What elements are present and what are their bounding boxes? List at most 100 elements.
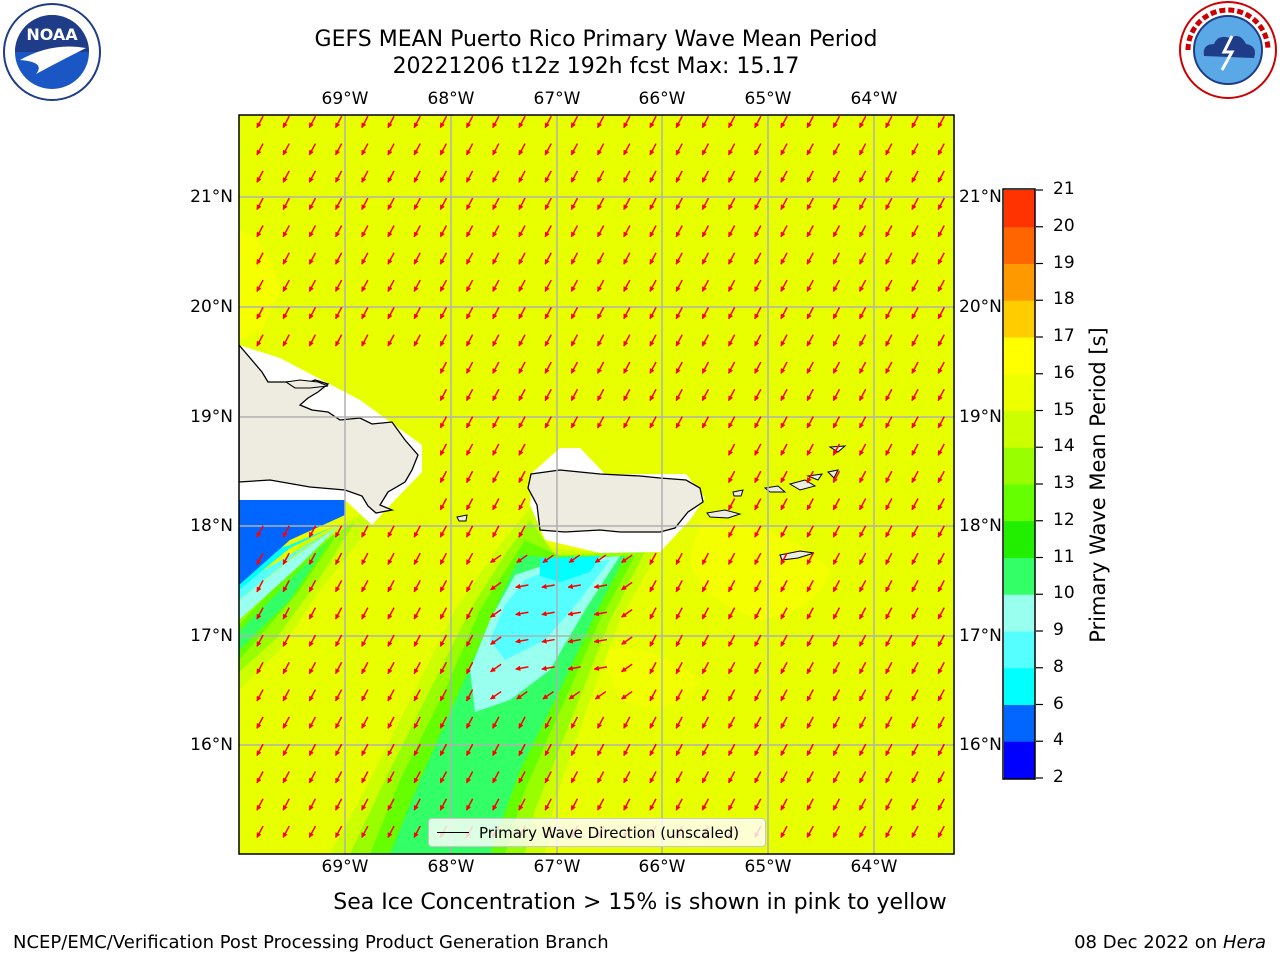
wave-arrow-head bbox=[335, 722, 341, 729]
machine-name: Hera bbox=[1222, 932, 1266, 953]
wave-arrow-head bbox=[466, 231, 472, 238]
colorbar-segment bbox=[1004, 631, 1035, 669]
wave-arrow-head bbox=[806, 804, 812, 811]
wave-arrow-head bbox=[544, 286, 550, 293]
wave-arrow-head bbox=[911, 286, 917, 293]
wave-arrow-head bbox=[649, 313, 655, 320]
wave-arrow-head bbox=[256, 258, 262, 265]
wave-arrow-head bbox=[937, 504, 943, 511]
wave-arrow-head bbox=[937, 668, 943, 675]
wave-arrow-head bbox=[492, 122, 498, 129]
wave-arrow-head bbox=[702, 286, 707, 293]
wave-arrow-head bbox=[492, 750, 498, 757]
colorbar-segment bbox=[1004, 704, 1035, 742]
wave-arrow-head bbox=[413, 832, 419, 839]
wave-arrow-head bbox=[702, 313, 707, 320]
wave-arrow-head bbox=[833, 750, 838, 757]
wave-arrow-head bbox=[728, 395, 734, 402]
wave-arrow-head bbox=[833, 804, 838, 811]
wave-arrow-head bbox=[885, 531, 891, 538]
wave-arrow-head bbox=[911, 832, 917, 839]
wave-arrow-head bbox=[335, 122, 341, 129]
wave-arrow-head bbox=[256, 122, 262, 129]
wave-arrow-head bbox=[440, 340, 445, 347]
wave-arrow-head bbox=[754, 422, 760, 429]
wave-arrow-head bbox=[256, 641, 262, 647]
wave-arrow-head bbox=[623, 804, 629, 811]
wave-arrow-head bbox=[544, 750, 550, 757]
wave-arrow-head bbox=[387, 586, 393, 593]
wave-arrow-head bbox=[702, 231, 707, 238]
wave-arrow-head bbox=[649, 777, 655, 784]
wave-arrow-head bbox=[597, 804, 603, 811]
wave-arrow-head bbox=[754, 641, 760, 647]
wave-arrow-head bbox=[490, 666, 496, 673]
wave-arrow-head bbox=[780, 176, 786, 183]
wave-arrow-head bbox=[859, 477, 865, 484]
wave-arrow-head bbox=[728, 286, 734, 293]
wave-arrow-head bbox=[833, 149, 838, 156]
wave-arrow-head bbox=[466, 586, 472, 593]
wave-arrow-head bbox=[309, 586, 314, 593]
wave-arrow-head bbox=[859, 286, 865, 293]
wave-arrow-head bbox=[335, 750, 341, 757]
wave-arrow-head bbox=[361, 777, 367, 784]
wave-arrow-head bbox=[541, 583, 547, 590]
wave-arrow-head bbox=[518, 477, 524, 484]
wave-arrow-head bbox=[780, 668, 786, 675]
wave-arrow-head bbox=[466, 777, 472, 784]
period-4-zone bbox=[239, 500, 345, 585]
island-st-croix bbox=[779, 550, 815, 561]
wave-arrow-head bbox=[780, 504, 786, 511]
chart-subtitle: 20221206 t12z 192h fcst Max: 15.17 bbox=[392, 54, 800, 79]
wave-arrow-head bbox=[911, 340, 917, 347]
wave-arrow-head bbox=[780, 641, 786, 647]
lat-label-right: 20°N bbox=[959, 297, 1002, 317]
wave-arrow-head bbox=[833, 395, 838, 402]
wave-arrow-head bbox=[518, 504, 524, 511]
wave-arrow-head bbox=[728, 504, 734, 511]
wave-period-map bbox=[238, 114, 955, 855]
wave-arrow-head bbox=[361, 613, 367, 620]
wave-arrow-head bbox=[885, 722, 891, 729]
colorbar-tick-label: 15 bbox=[1053, 399, 1075, 420]
wave-arrow-head bbox=[466, 149, 472, 156]
noaa-logo-text: NOAA bbox=[26, 25, 78, 44]
wave-arrow-head bbox=[413, 531, 419, 538]
wave-arrow-head bbox=[309, 695, 314, 702]
puerto-rico-land bbox=[527, 469, 704, 533]
wave-arrow-head bbox=[806, 149, 812, 156]
wave-arrow-head bbox=[256, 559, 262, 566]
wave-arrow-head bbox=[387, 804, 393, 811]
wave-arrow-head bbox=[806, 368, 812, 374]
wave-arrow-head bbox=[492, 258, 498, 265]
wave-arrow-head bbox=[571, 340, 576, 347]
wave-arrow-head bbox=[885, 832, 891, 839]
wave-arrow-head bbox=[387, 258, 393, 265]
wave-arrow-head bbox=[911, 586, 917, 593]
lat-label-right: 19°N bbox=[959, 407, 1002, 427]
wave-arrow-head bbox=[413, 176, 419, 183]
wave-arrow-head bbox=[466, 204, 472, 211]
wave-arrow-head bbox=[309, 231, 314, 238]
wave-arrow-head bbox=[649, 204, 655, 211]
wave-arrow-head bbox=[649, 340, 655, 347]
wave-arrow-head bbox=[649, 641, 655, 647]
wave-arrow-head bbox=[516, 694, 523, 700]
colorbar-segment bbox=[1004, 226, 1035, 264]
colorbar-tick-label: 18 bbox=[1053, 289, 1075, 310]
wave-arrow-head bbox=[780, 722, 786, 729]
wave-arrow-head bbox=[780, 477, 786, 484]
wave-arrow-head bbox=[492, 368, 498, 374]
wave-arrow-head bbox=[387, 176, 393, 183]
wave-arrow-head bbox=[702, 149, 707, 156]
wave-arrow-head bbox=[675, 286, 681, 293]
nws-logo bbox=[1178, 0, 1278, 100]
wave-arrow-head bbox=[833, 340, 838, 347]
wave-arrow-head bbox=[440, 395, 445, 402]
wave-arrow-head bbox=[728, 422, 734, 429]
wave-arrow-head bbox=[518, 340, 524, 347]
wave-arrow-head bbox=[466, 395, 472, 402]
wave-arrow-head bbox=[806, 340, 812, 347]
wave-arrow-head bbox=[282, 559, 288, 566]
